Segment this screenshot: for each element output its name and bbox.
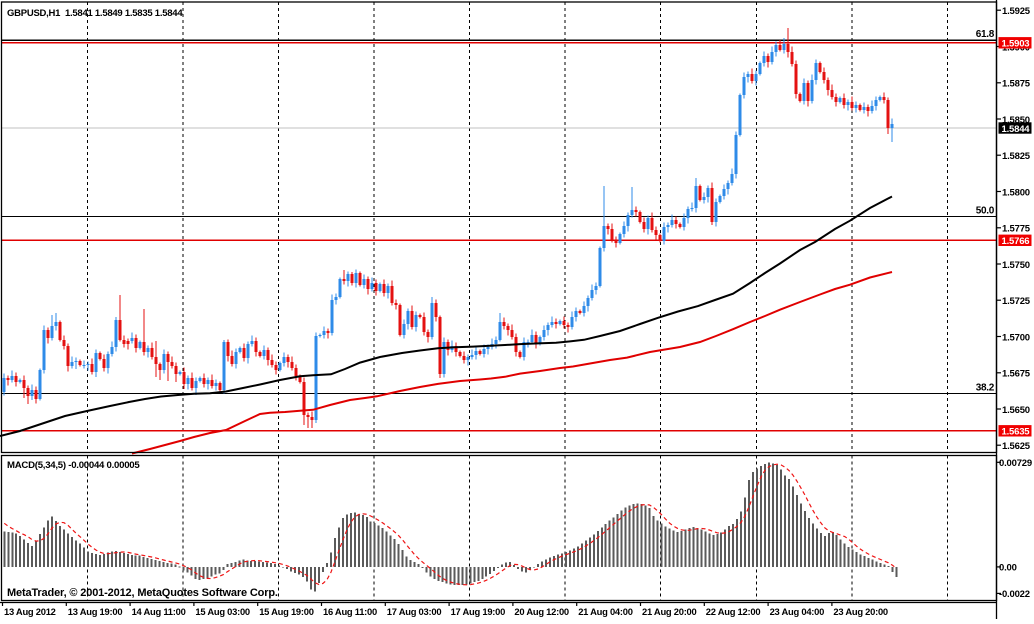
svg-text:0.00: 0.00 xyxy=(999,563,1017,574)
svg-text:MetaTrader, © 2001-2012, MetaQ: MetaTrader, © 2001-2012, MetaQuotes Soft… xyxy=(7,587,278,599)
svg-text:50.0: 50.0 xyxy=(976,206,995,217)
svg-text:1.5650: 1.5650 xyxy=(1002,405,1030,416)
svg-text:1.5725: 1.5725 xyxy=(1002,296,1031,307)
svg-text:61.8: 61.8 xyxy=(976,29,995,40)
svg-text:1.5750: 1.5750 xyxy=(1002,260,1030,271)
svg-text:15 Aug 03:00: 15 Aug 03:00 xyxy=(195,606,250,617)
svg-text:1.5635: 1.5635 xyxy=(1002,427,1031,438)
svg-text:16 Aug 11:00: 16 Aug 11:00 xyxy=(323,606,377,617)
svg-text:14 Aug 11:00: 14 Aug 11:00 xyxy=(132,606,186,617)
svg-text:1.5800: 1.5800 xyxy=(1002,187,1030,198)
svg-text:13 Aug 19:00: 13 Aug 19:00 xyxy=(68,606,123,617)
svg-text:-0.0022: -0.0022 xyxy=(999,589,1030,600)
svg-text:GBPUSD,H1 1.5841 1.5849 1.583: GBPUSD,H1 1.5841 1.5849 1.5835 1.5844 xyxy=(7,8,183,19)
svg-text:0.00729: 0.00729 xyxy=(999,458,1032,469)
svg-text:17 Aug 19:00: 17 Aug 19:00 xyxy=(451,606,506,617)
svg-text:21 Aug 04:00: 21 Aug 04:00 xyxy=(578,606,633,617)
svg-text:22 Aug 12:00: 22 Aug 12:00 xyxy=(706,606,761,617)
svg-text:1.5850: 1.5850 xyxy=(1002,115,1030,126)
svg-text:1.5825: 1.5825 xyxy=(1002,151,1031,162)
svg-text:1.5875: 1.5875 xyxy=(1002,79,1031,90)
svg-text:23 Aug 20:00: 23 Aug 20:00 xyxy=(833,606,888,617)
svg-text:1.5766: 1.5766 xyxy=(1002,236,1030,247)
svg-text:15 Aug 19:00: 15 Aug 19:00 xyxy=(259,606,314,617)
svg-text:MACD(5,34,5) -0.00044 0.00005: MACD(5,34,5) -0.00044 0.00005 xyxy=(7,460,140,471)
svg-text:1.5925: 1.5925 xyxy=(1002,6,1031,17)
svg-text:13 Aug 2012: 13 Aug 2012 xyxy=(4,606,56,617)
svg-text:21 Aug 20:00: 21 Aug 20:00 xyxy=(642,606,697,617)
svg-text:1.5625: 1.5625 xyxy=(1002,441,1031,452)
svg-text:1.5775: 1.5775 xyxy=(1002,224,1031,235)
svg-text:38.2: 38.2 xyxy=(976,383,995,394)
svg-text:1.5844: 1.5844 xyxy=(1002,124,1031,135)
svg-text:1.5700: 1.5700 xyxy=(1002,332,1030,343)
svg-text:1.5675: 1.5675 xyxy=(1002,369,1031,380)
svg-text:17 Aug 03:00: 17 Aug 03:00 xyxy=(387,606,442,617)
svg-text:1.5903: 1.5903 xyxy=(1002,39,1030,50)
svg-text:20 Aug 12:00: 20 Aug 12:00 xyxy=(514,606,569,617)
svg-text:23 Aug 04:00: 23 Aug 04:00 xyxy=(770,606,825,617)
